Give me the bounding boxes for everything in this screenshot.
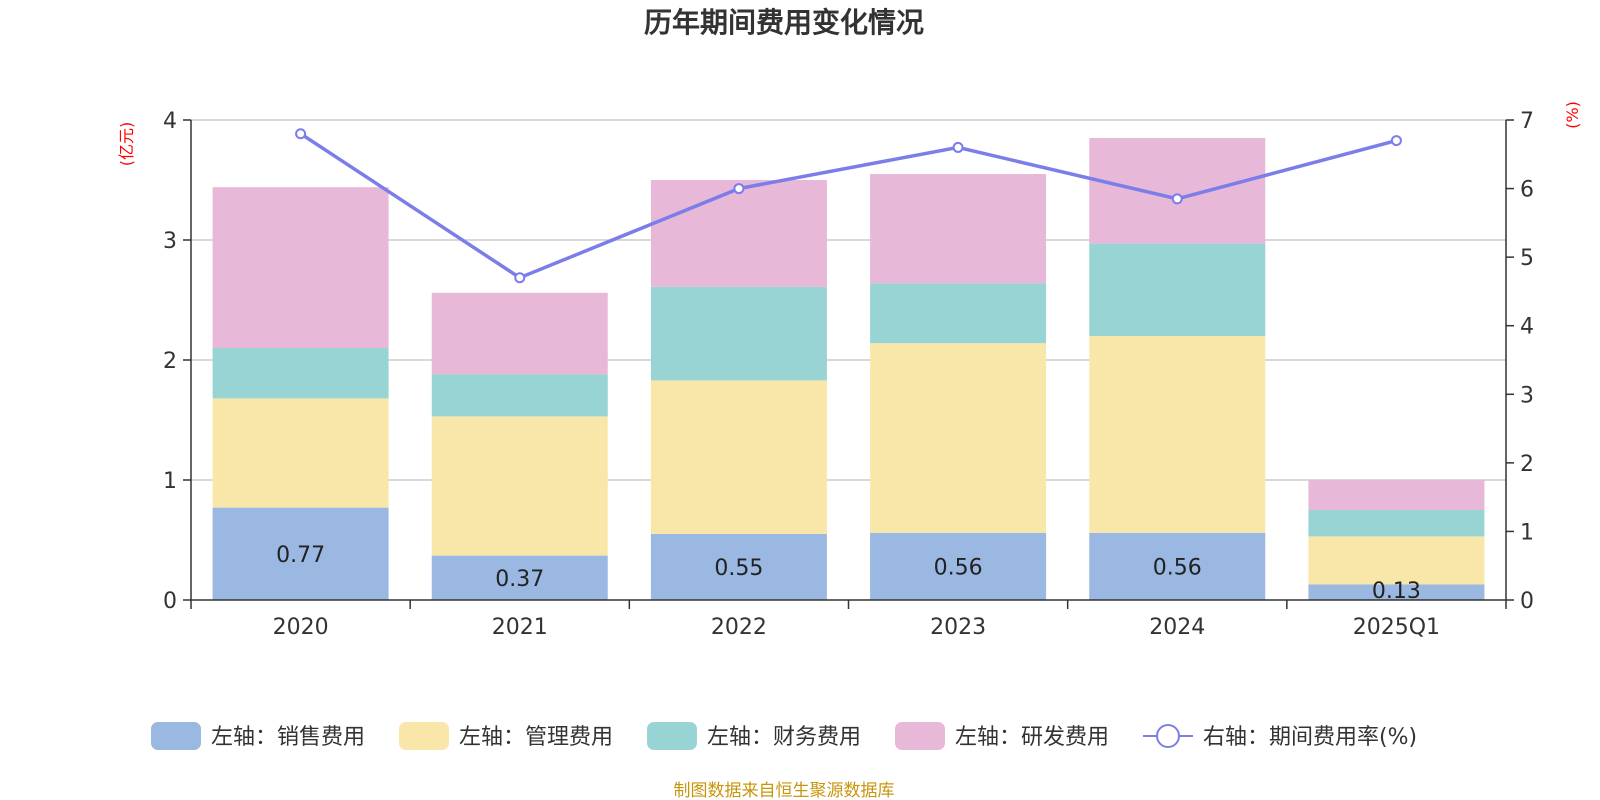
bar-segment [431, 416, 608, 556]
source-note: 制图数据来自恒生聚源数据库 [674, 781, 895, 800]
legend-label: 左轴：财务费用 [707, 725, 861, 750]
legend-swatch [895, 722, 945, 750]
x-tick-label: 2020 [273, 615, 329, 640]
legend-label: 左轴：管理费用 [459, 725, 613, 750]
legend-label: 右轴：期间费用率(%) [1203, 725, 1417, 750]
right-tick-label: 1 [1520, 520, 1534, 545]
rate-point [1171, 193, 1183, 205]
bar-segment [650, 380, 827, 534]
gridlines [191, 119, 1506, 481]
x-tick-label: 2025Q1 [1353, 615, 1440, 640]
x-tick-label: 2021 [492, 615, 548, 640]
left-tick-label: 1 [163, 469, 177, 494]
legend-label: 左轴：销售费用 [211, 725, 365, 750]
bar-segment [870, 532, 1047, 600]
bar-value-label: 0.56 [1153, 555, 1202, 580]
left-tick-label: 2 [163, 349, 177, 374]
right-tick-label: 3 [1520, 383, 1534, 408]
legend-item: 左轴：管理费用 [399, 722, 613, 750]
bar-segment [870, 174, 1047, 284]
bar-labels: 0.770.37 0.55 0.56 0.560.13 [276, 543, 1421, 604]
rate-point [952, 141, 964, 153]
bar-segment [1089, 532, 1266, 600]
bar-segment [431, 555, 608, 600]
bar-segment [212, 507, 389, 600]
legend-item: 左轴：研发费用 [895, 722, 1109, 750]
left-tick-label: 3 [163, 229, 177, 254]
bar-segment [650, 180, 827, 287]
bars [212, 138, 1485, 600]
right-tick-label: 6 [1520, 178, 1534, 203]
rate-line-path [299, 132, 1397, 280]
bar-segment [431, 374, 608, 417]
rate-point [514, 272, 526, 284]
legend-item: 左轴：财务费用 [647, 722, 861, 750]
bar-segment [212, 348, 389, 399]
legend-item: 左轴：销售费用 [151, 722, 365, 750]
bar-segment [1308, 510, 1485, 537]
bar-segment [1089, 138, 1266, 244]
left-tick-label: 4 [163, 109, 177, 134]
bar-segment [212, 187, 389, 348]
right-axis-unit: (%) [1563, 101, 1582, 129]
bar-segment [212, 398, 389, 508]
bar-value-label: 0.77 [276, 543, 325, 568]
left-axis-unit: (亿元) [117, 122, 136, 167]
bar-value-label: 0.37 [495, 567, 544, 592]
rate-point [1390, 135, 1402, 147]
left-tick-label: 0 [163, 589, 177, 614]
rate-line [295, 128, 1402, 284]
bar-segment [431, 292, 608, 375]
bar-segment [870, 283, 1047, 344]
bar-segment [1089, 243, 1266, 336]
legend-swatch [399, 722, 449, 750]
x-tick-label: 2024 [1149, 615, 1205, 640]
rate-point [295, 128, 307, 140]
bar-value-label: 0.56 [934, 555, 983, 580]
right-tick-label: 7 [1520, 109, 1534, 134]
legend-item: 右轴：期间费用率(%) [1143, 724, 1417, 750]
legend-swatch [151, 722, 201, 750]
legend-circle-swatch [1156, 724, 1180, 748]
right-tick-label: 0 [1520, 589, 1534, 614]
right-tick-label: 2 [1520, 452, 1534, 477]
x-tick-label: 2022 [711, 615, 767, 640]
legend: 左轴：销售费用 左轴：管理费用 左轴：财务费用 左轴：研发费用 右轴：期间费用率(%) [151, 722, 1417, 750]
bar-value-label: 0.55 [714, 556, 763, 581]
legend-label: 左轴：研发费用 [955, 725, 1109, 750]
right-tick-label: 4 [1520, 315, 1534, 340]
bar-segment [1089, 336, 1266, 533]
bar-segment [650, 534, 827, 600]
legend-swatch [647, 722, 697, 750]
chart-title: 历年期间费用变化情况 [644, 6, 924, 39]
bar-segment [1308, 480, 1485, 510]
x-tick-label: 2023 [930, 615, 986, 640]
rate-point [733, 183, 745, 195]
axes: 0 1 2 3 4 0 1 2 3 4 5 6 7 2020 2021 2022 2023 2024 2025Q1 [163, 109, 1534, 640]
bar-segment [650, 286, 827, 381]
bar-segment [1308, 584, 1485, 600]
bar-segment [870, 343, 1047, 533]
right-tick-label: 5 [1520, 246, 1534, 271]
bar-segment [1308, 536, 1485, 585]
